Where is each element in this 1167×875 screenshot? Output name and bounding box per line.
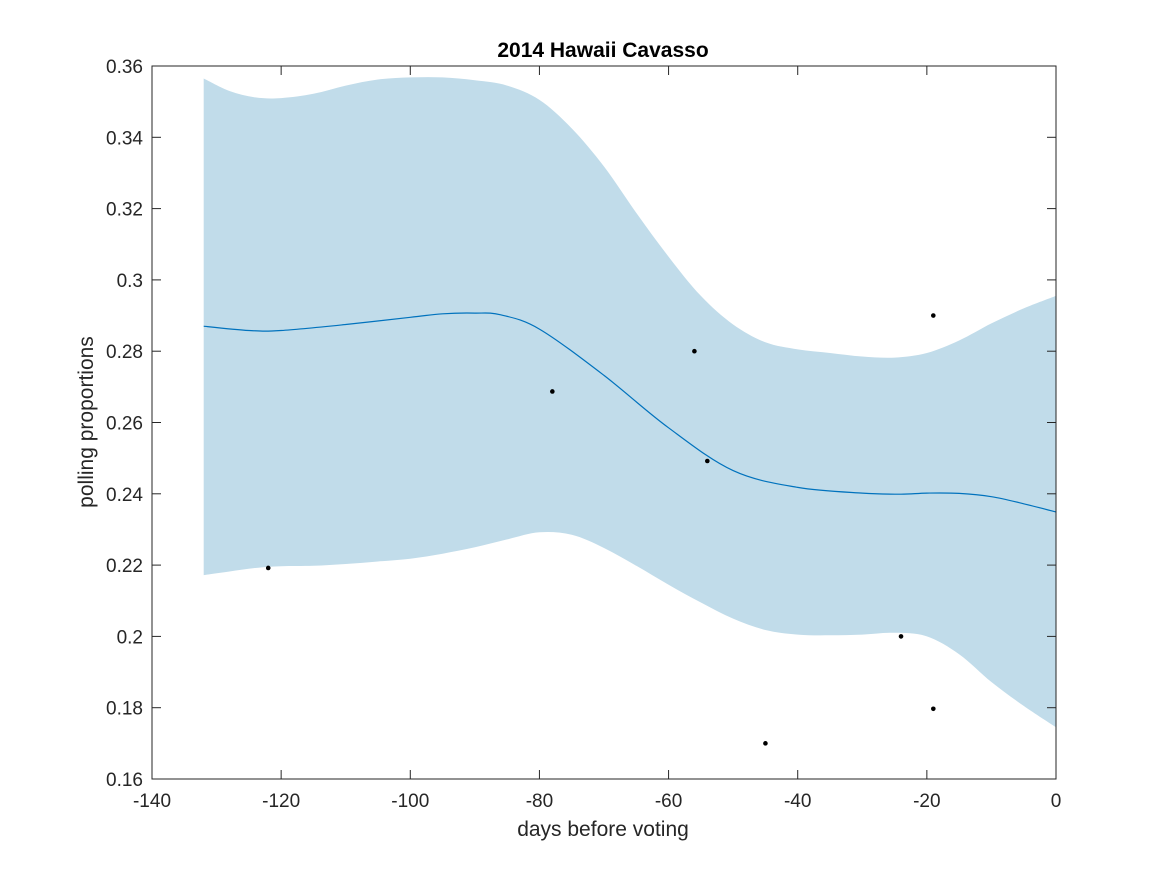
y-tick-label: 0.24: [106, 485, 143, 506]
poll-point: [763, 741, 768, 746]
mean-line-layer: [203, 312, 1057, 513]
x-tick-label: 0: [1051, 791, 1062, 812]
poll-point: [265, 565, 271, 571]
y-tick-label: 0.26: [106, 414, 143, 435]
confidence-band: [203, 77, 1056, 728]
x-tick-label: -80: [526, 791, 553, 812]
x-axis-label: days before voting: [517, 818, 689, 841]
x-tick-label: -140: [133, 791, 171, 812]
poll-point: [692, 348, 697, 354]
y-tick-label: 0.2: [117, 627, 143, 648]
x-tick-label: -100: [391, 791, 429, 812]
chart-title: 2014 Hawaii Cavasso: [497, 39, 708, 62]
y-axis-label: polling proportions: [75, 336, 98, 508]
y-tick-label: 0.16: [106, 770, 143, 791]
poll-point: [931, 313, 936, 318]
poll-point: [705, 458, 710, 464]
x-tick-label: -120: [262, 791, 300, 812]
y-tick-label: 0.3: [117, 271, 143, 292]
poll-points-layer: [265, 313, 936, 746]
poll-point: [931, 706, 936, 712]
y-tick-label: 0.34: [106, 128, 143, 149]
y-tick-label: 0.36: [106, 57, 143, 78]
y-tick-label: 0.18: [106, 699, 143, 720]
x-tick-label: -40: [784, 791, 811, 812]
y-tick-label: 0.22: [106, 556, 143, 577]
x-tick-label: -20: [913, 791, 940, 812]
axis-ticks: -140 -120 -100 -80 -60 -40 -20 0 0.16 0.18 0.2 0.22…: [106, 57, 1061, 812]
x-tick-label: -60: [655, 791, 682, 812]
confidence-band-layer: [203, 77, 1056, 728]
poll-point: [550, 389, 555, 394]
mean-line: [203, 312, 1057, 513]
y-tick-label: 0.32: [106, 200, 143, 221]
poll-point: [898, 634, 904, 639]
y-tick-label: 0.28: [106, 342, 143, 363]
